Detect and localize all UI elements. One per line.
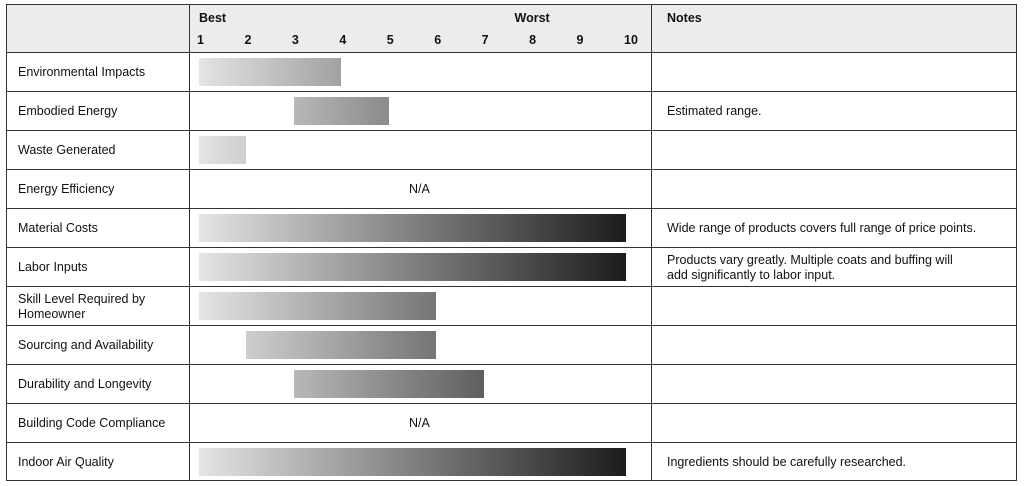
note [651, 326, 1011, 365]
best-label: Best [199, 11, 227, 25]
note [651, 404, 1011, 443]
row-label-line: Skill Level Required by [18, 291, 146, 306]
x-tick-label: 7 [481, 33, 489, 47]
worst-label: Worst [514, 11, 550, 25]
row-label: Material Costs [7, 209, 189, 248]
row-label: Sourcing and Availability [7, 326, 189, 365]
row-label: Building Code Compliance [7, 404, 189, 443]
range-bar [199, 253, 626, 281]
row-divider [7, 247, 1016, 248]
row-label: Environmental Impacts [7, 53, 189, 92]
column-divider [189, 5, 190, 480]
x-tick-label: 2 [244, 33, 252, 47]
row-label-line: Labor Inputs [18, 260, 88, 274]
row-divider [7, 208, 1016, 209]
range-bar [199, 214, 626, 242]
row-label-line: Indoor Air Quality [18, 455, 114, 469]
x-tick-label: 9 [576, 33, 584, 47]
row-label: Durability and Longevity [7, 365, 189, 404]
row-label-line: Sourcing and Availability [18, 338, 154, 352]
row-label: Energy Efficiency [7, 170, 189, 209]
note-line: Estimated range. [667, 104, 762, 118]
row-label: Embodied Energy [7, 92, 189, 131]
range-bar [246, 331, 437, 359]
row-divider [7, 91, 1016, 92]
range-bar [199, 292, 437, 320]
row-divider [7, 442, 1016, 443]
row-divider [7, 286, 1016, 287]
x-tick-label: 10 [624, 33, 638, 47]
row-label-line: Material Costs [18, 221, 98, 235]
row-label: Waste Generated [7, 131, 189, 170]
note [651, 365, 1011, 404]
note [651, 170, 1011, 209]
row-label: Indoor Air Quality [7, 443, 189, 482]
column-divider [651, 5, 652, 480]
note: Wide range of products covers full range… [651, 209, 1011, 248]
row-divider [7, 130, 1016, 131]
header-row [7, 5, 1016, 53]
x-tick-label: 4 [339, 33, 347, 47]
row-divider [7, 169, 1016, 170]
x-tick-label: 3 [291, 33, 299, 47]
value-label: N/A [409, 182, 430, 196]
row-label-line: Energy Efficiency [18, 182, 115, 196]
row-label: Skill Level Required by Homeowner [7, 287, 189, 326]
range-bar [293, 97, 389, 125]
rating-table: Best Worst Notes 1 2 3 4 5 6 7 8 9 10 Environmental I… [6, 4, 1017, 481]
row-label: Labor Inputs [7, 248, 189, 287]
row-label-line: Environmental Impacts [18, 65, 146, 79]
note: Ingredients should be carefully research… [651, 443, 1011, 482]
row-label-line: Waste Generated [18, 143, 116, 157]
row-divider [7, 52, 1016, 53]
x-tick-label: 8 [529, 33, 537, 47]
note [651, 131, 1011, 170]
row-label-line: Embodied Energy [18, 104, 118, 118]
x-tick-label: 1 [197, 33, 204, 47]
x-tick-label: 5 [386, 33, 394, 47]
x-tick-label: 6 [434, 33, 442, 47]
value-label: N/A [409, 416, 430, 430]
note-line: Ingredients should be carefully research… [667, 455, 907, 469]
note-line: add significantly to labor input. [667, 267, 836, 282]
row-label-line: Homeowner [18, 306, 86, 321]
row-divider [7, 364, 1016, 365]
note [651, 53, 1011, 92]
row-divider [7, 325, 1016, 326]
note: Products vary greatly. Multiple coats an… [651, 248, 1011, 287]
row-divider [7, 403, 1016, 404]
range-bar [199, 136, 247, 164]
note-line: Products vary greatly. Multiple coats an… [667, 252, 953, 267]
range-bar [199, 58, 342, 86]
note [651, 287, 1011, 326]
note-line: Wide range of products covers full range… [667, 221, 977, 235]
range-bar [293, 370, 484, 398]
range-bar [199, 448, 626, 476]
note: Estimated range. [651, 92, 1011, 131]
notes-header: Notes [667, 11, 702, 25]
row-label-line: Durability and Longevity [18, 377, 152, 391]
row-label-line: Building Code Compliance [18, 416, 166, 430]
